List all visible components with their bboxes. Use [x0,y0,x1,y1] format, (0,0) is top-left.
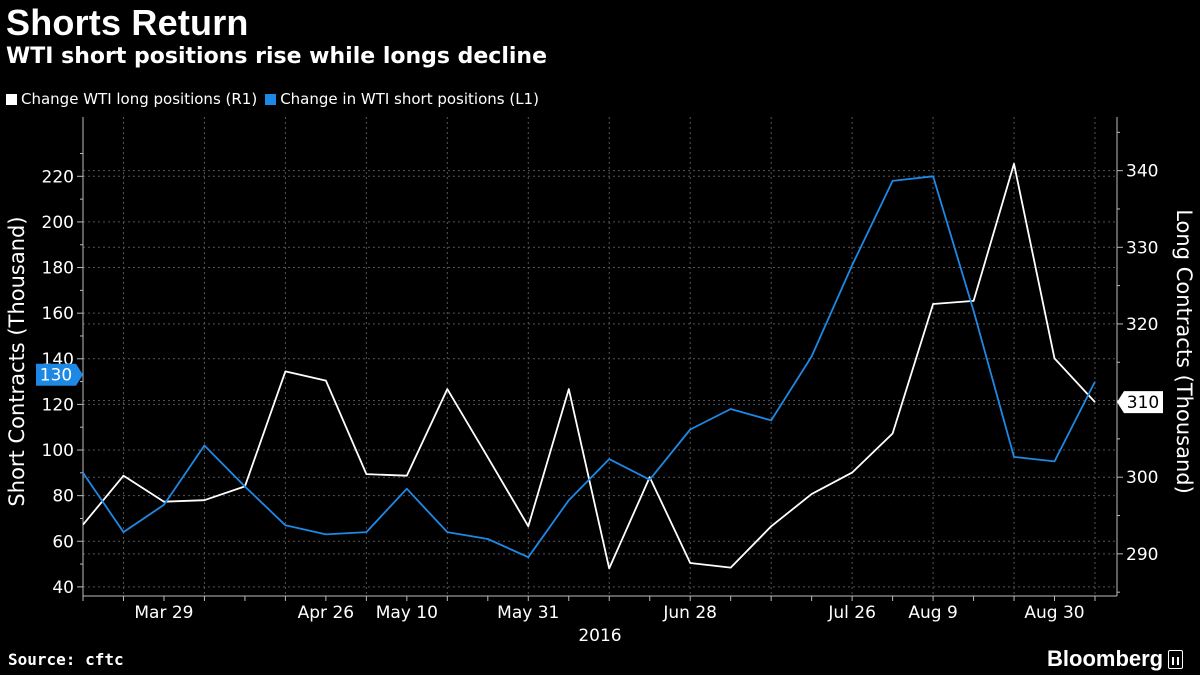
axes [77,117,1123,601]
left-tick-label: 220 [42,167,74,187]
left-tick-label: 40 [52,578,74,598]
legend-swatch-long [6,93,17,105]
right-tick-label: 310 [1126,392,1158,412]
left-tick-label: 120 [42,395,74,415]
right-tick-label: 300 [1126,468,1158,488]
left-tick-label: 60 [52,532,74,552]
right-axis-title: Long Contracts (Thousand) [1172,209,1196,494]
x-tick-label: Aug 30 [1024,603,1084,623]
x-tick-label: Aug 9 [908,603,957,623]
brand-logo: Bloomberg [1047,646,1184,672]
x-tick-label: Jul 26 [827,603,876,623]
last-value-label-short: 130 [40,366,72,386]
legend-item-long: Change WTI long positions (R1) [6,90,257,108]
left-tick-label: 180 [42,259,74,279]
terminal-icon [1168,649,1184,669]
chart-subtitle: WTI short positions rise while longs dec… [6,44,548,69]
legend-swatch-short [265,93,277,105]
series-line-short [82,175,1096,559]
last-value-tag-short [36,363,83,386]
right-tick-label: 290 [1126,545,1158,565]
left-axis-title: Short Contracts (Thousand) [5,216,29,506]
left-tick-label: 140 [42,350,74,370]
x-tick-label: Apr 26 [298,603,354,623]
last-value-tag-long [1117,391,1163,414]
right-tick-label: 330 [1126,238,1158,258]
chart-title: Shorts Return [6,2,249,43]
left-tick-label: 200 [42,213,74,233]
left-tick-label: 160 [42,304,74,324]
legend-label-long: Change WTI long positions (R1) [21,90,258,108]
right-tick-label: 340 [1126,162,1158,182]
legend-label-short: Change in WTI short positions (L1) [280,90,539,108]
x-year-label: 2016 [578,626,621,646]
right-tick-label: 320 [1126,315,1158,335]
last-value-label-long: 310 [1127,393,1159,413]
legend-item-short: Change in WTI short positions (L1) [265,90,539,108]
legend: Change WTI long positions (R1) Change in… [6,90,547,108]
labels: 40 60 80 100 120 140 160 180 200 220 290 300 310 320 3… [5,162,1196,646]
series-line-long [82,162,1096,570]
x-tick-label: Mar 29 [134,603,193,623]
x-tick-label: Jun 28 [662,603,717,623]
series [82,162,1096,570]
source-note: Source: cftc [8,650,124,669]
brand-name: Bloomberg [1047,646,1164,671]
x-tick-label: May 31 [497,603,559,623]
x-tick-label: May 10 [376,603,438,623]
left-tick-label: 80 [52,487,74,507]
left-tick-label: 100 [42,441,74,461]
grid [83,117,1117,596]
